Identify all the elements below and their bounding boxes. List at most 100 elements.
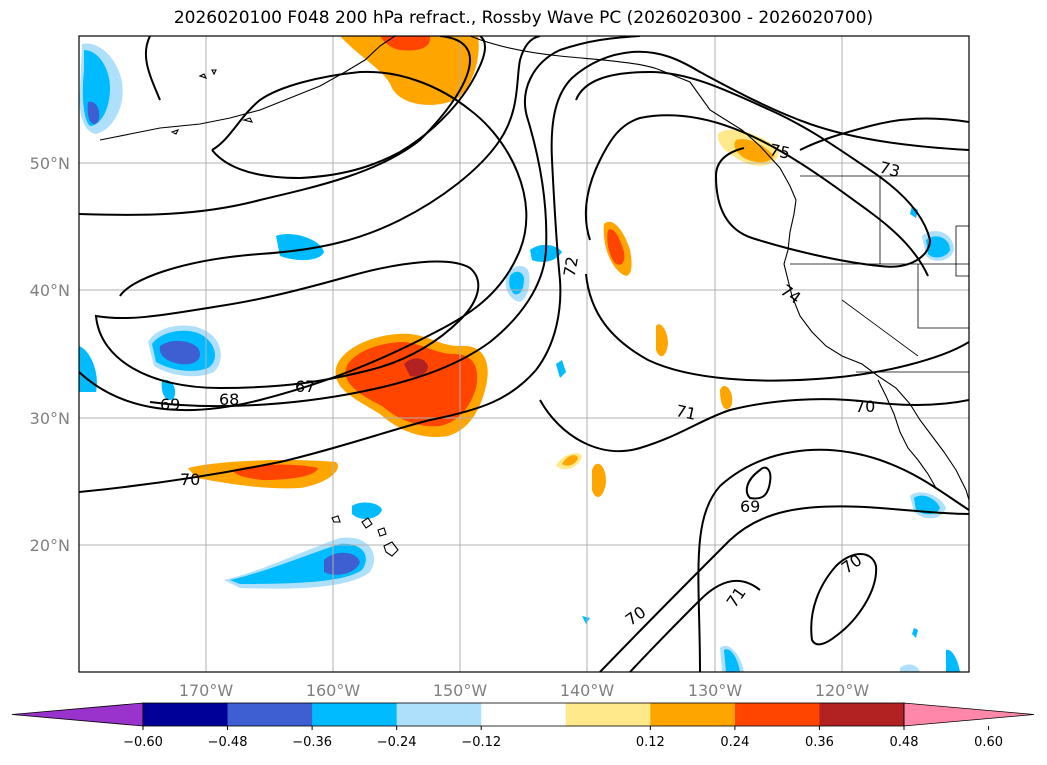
longitude-labels: 170°W 160°W 150°W 140°W 130°W 120°W: [179, 681, 870, 700]
positive-anomaly-region: [607, 229, 625, 265]
negative-anomaly-region: [87, 101, 100, 124]
positive-anomaly-region: [562, 455, 578, 466]
hawaii-islands: [331, 515, 399, 557]
lat-label: 30°N: [30, 409, 70, 428]
contour-label: 68: [219, 390, 239, 409]
colorbar-segment: [481, 703, 567, 726]
lon-label: 120°W: [815, 681, 870, 700]
negative-anomaly-region: [159, 340, 200, 365]
colorbar-extend-max: [903, 702, 1035, 727]
contour-line: [745, 466, 772, 500]
colorbar-tick-label: −0.48: [208, 735, 248, 750]
negative-anomaly-region: [352, 502, 382, 519]
colorbar-frame: [142, 702, 905, 727]
colorbar-tick-label: −0.36: [292, 735, 332, 750]
contour-line: [79, 70, 528, 412]
contour-line: [575, 70, 932, 268]
colorbar-segment: [396, 703, 482, 726]
contour-line: [144, 36, 161, 101]
contour-line: [79, 36, 472, 216]
negative-anomaly-region: [926, 236, 950, 258]
lon-label: 140°W: [560, 681, 615, 700]
west-coast: [783, 199, 969, 501]
contour-label: 73: [877, 158, 902, 182]
colorbar-tick-label: 0.36: [805, 735, 834, 750]
positive-anomaly-region: [656, 324, 668, 357]
positive-anomaly-region: [232, 464, 318, 480]
colorbar-tick-label: −0.12: [461, 735, 501, 750]
colorbar-segment: [312, 703, 398, 726]
gridlines: [79, 36, 969, 672]
positive-anomaly-region: [734, 139, 774, 163]
positive-anomaly-region: [720, 385, 733, 410]
colorbar-extend-min: [11, 702, 144, 727]
contour-line: [599, 505, 969, 672]
colorbar-tick-label: −0.24: [377, 735, 417, 750]
contour-label: 72: [560, 255, 582, 278]
negative-anomaly-region: [582, 616, 590, 624]
lat-label: 40°N: [30, 281, 70, 300]
contour-label: 71: [674, 401, 698, 424]
plot-frame: [78, 35, 970, 673]
contour-line: [94, 260, 480, 390]
contour-labels: 67 68 69 70 72 74 75 73 71 70 69 70 71 7…: [160, 140, 902, 629]
contour-label: 69: [740, 497, 760, 516]
negative-anomaly-region: [556, 360, 566, 378]
negative-anomaly-region: [910, 206, 918, 218]
lon-label: 150°W: [433, 681, 488, 700]
colorbar-tick-label: 0.48: [890, 735, 919, 750]
shaded-fields: [79, 36, 960, 672]
contour-label: 70: [180, 470, 200, 489]
colorbar: [11, 702, 1035, 727]
contour-line: [539, 398, 969, 453]
colorbar-segment: [565, 703, 651, 726]
colorbar-segment: [819, 703, 905, 726]
contour-label: 69: [160, 395, 180, 414]
lon-label: 160°W: [306, 681, 361, 700]
colorbar-segment: [734, 703, 820, 726]
negative-anomaly-region: [946, 649, 960, 672]
negative-anomaly-region: [912, 628, 918, 638]
contour-label: 67: [295, 377, 315, 396]
contour-line: [584, 114, 929, 277]
alaska-coastline: [99, 36, 396, 141]
negative-anomaly-region: [509, 271, 524, 295]
contour-line: [79, 50, 969, 493]
contour-lines: [79, 36, 969, 672]
lon-label: 130°W: [688, 681, 743, 700]
positive-anomaly-region: [345, 342, 478, 427]
latitude-labels: 50°N 40°N 30°N 20°N: [30, 154, 70, 555]
negative-anomaly-region: [900, 664, 920, 672]
contour-label: 70: [855, 397, 875, 416]
positive-anomaly-region: [380, 36, 431, 51]
colorbar-segment: [650, 703, 736, 726]
colorbar-tick-label: 0.12: [636, 735, 665, 750]
colorbar-tick-label: 0.24: [720, 735, 749, 750]
colorbar-tick-labels: −0.60 −0.48 −0.36 −0.24 −0.12 0.12 0.24 0.36 0.4…: [123, 726, 1003, 750]
contour-line: [585, 273, 969, 382]
contour-line: [211, 36, 486, 180]
lat-label: 50°N: [30, 154, 70, 173]
lat-label: 20°N: [30, 536, 70, 555]
contour-line: [799, 117, 969, 151]
contour-line: [119, 36, 541, 297]
contour-line: [149, 36, 641, 408]
negative-anomaly-region: [914, 495, 940, 515]
contour-label: 71: [723, 583, 750, 611]
negative-anomaly-region: [276, 233, 324, 261]
negative-anomaly-region: [161, 379, 176, 400]
colorbar-tick-label: 0.60: [974, 735, 1003, 750]
colorbar-segment: [143, 703, 229, 726]
positive-anomaly-region: [340, 36, 479, 105]
negative-anomaly-region: [79, 346, 97, 392]
lon-label: 170°W: [179, 681, 234, 700]
contour-label: 74: [777, 281, 805, 308]
positive-anomaly-region: [592, 463, 606, 497]
contour-label: 75: [768, 140, 792, 163]
contour-line: [810, 553, 878, 646]
contour-line: [629, 580, 761, 672]
contour-line: [697, 448, 969, 672]
map-title: 2026020100 F048 200 hPa refract., Rossby…: [173, 8, 874, 28]
positive-anomaly-region: [404, 358, 428, 377]
